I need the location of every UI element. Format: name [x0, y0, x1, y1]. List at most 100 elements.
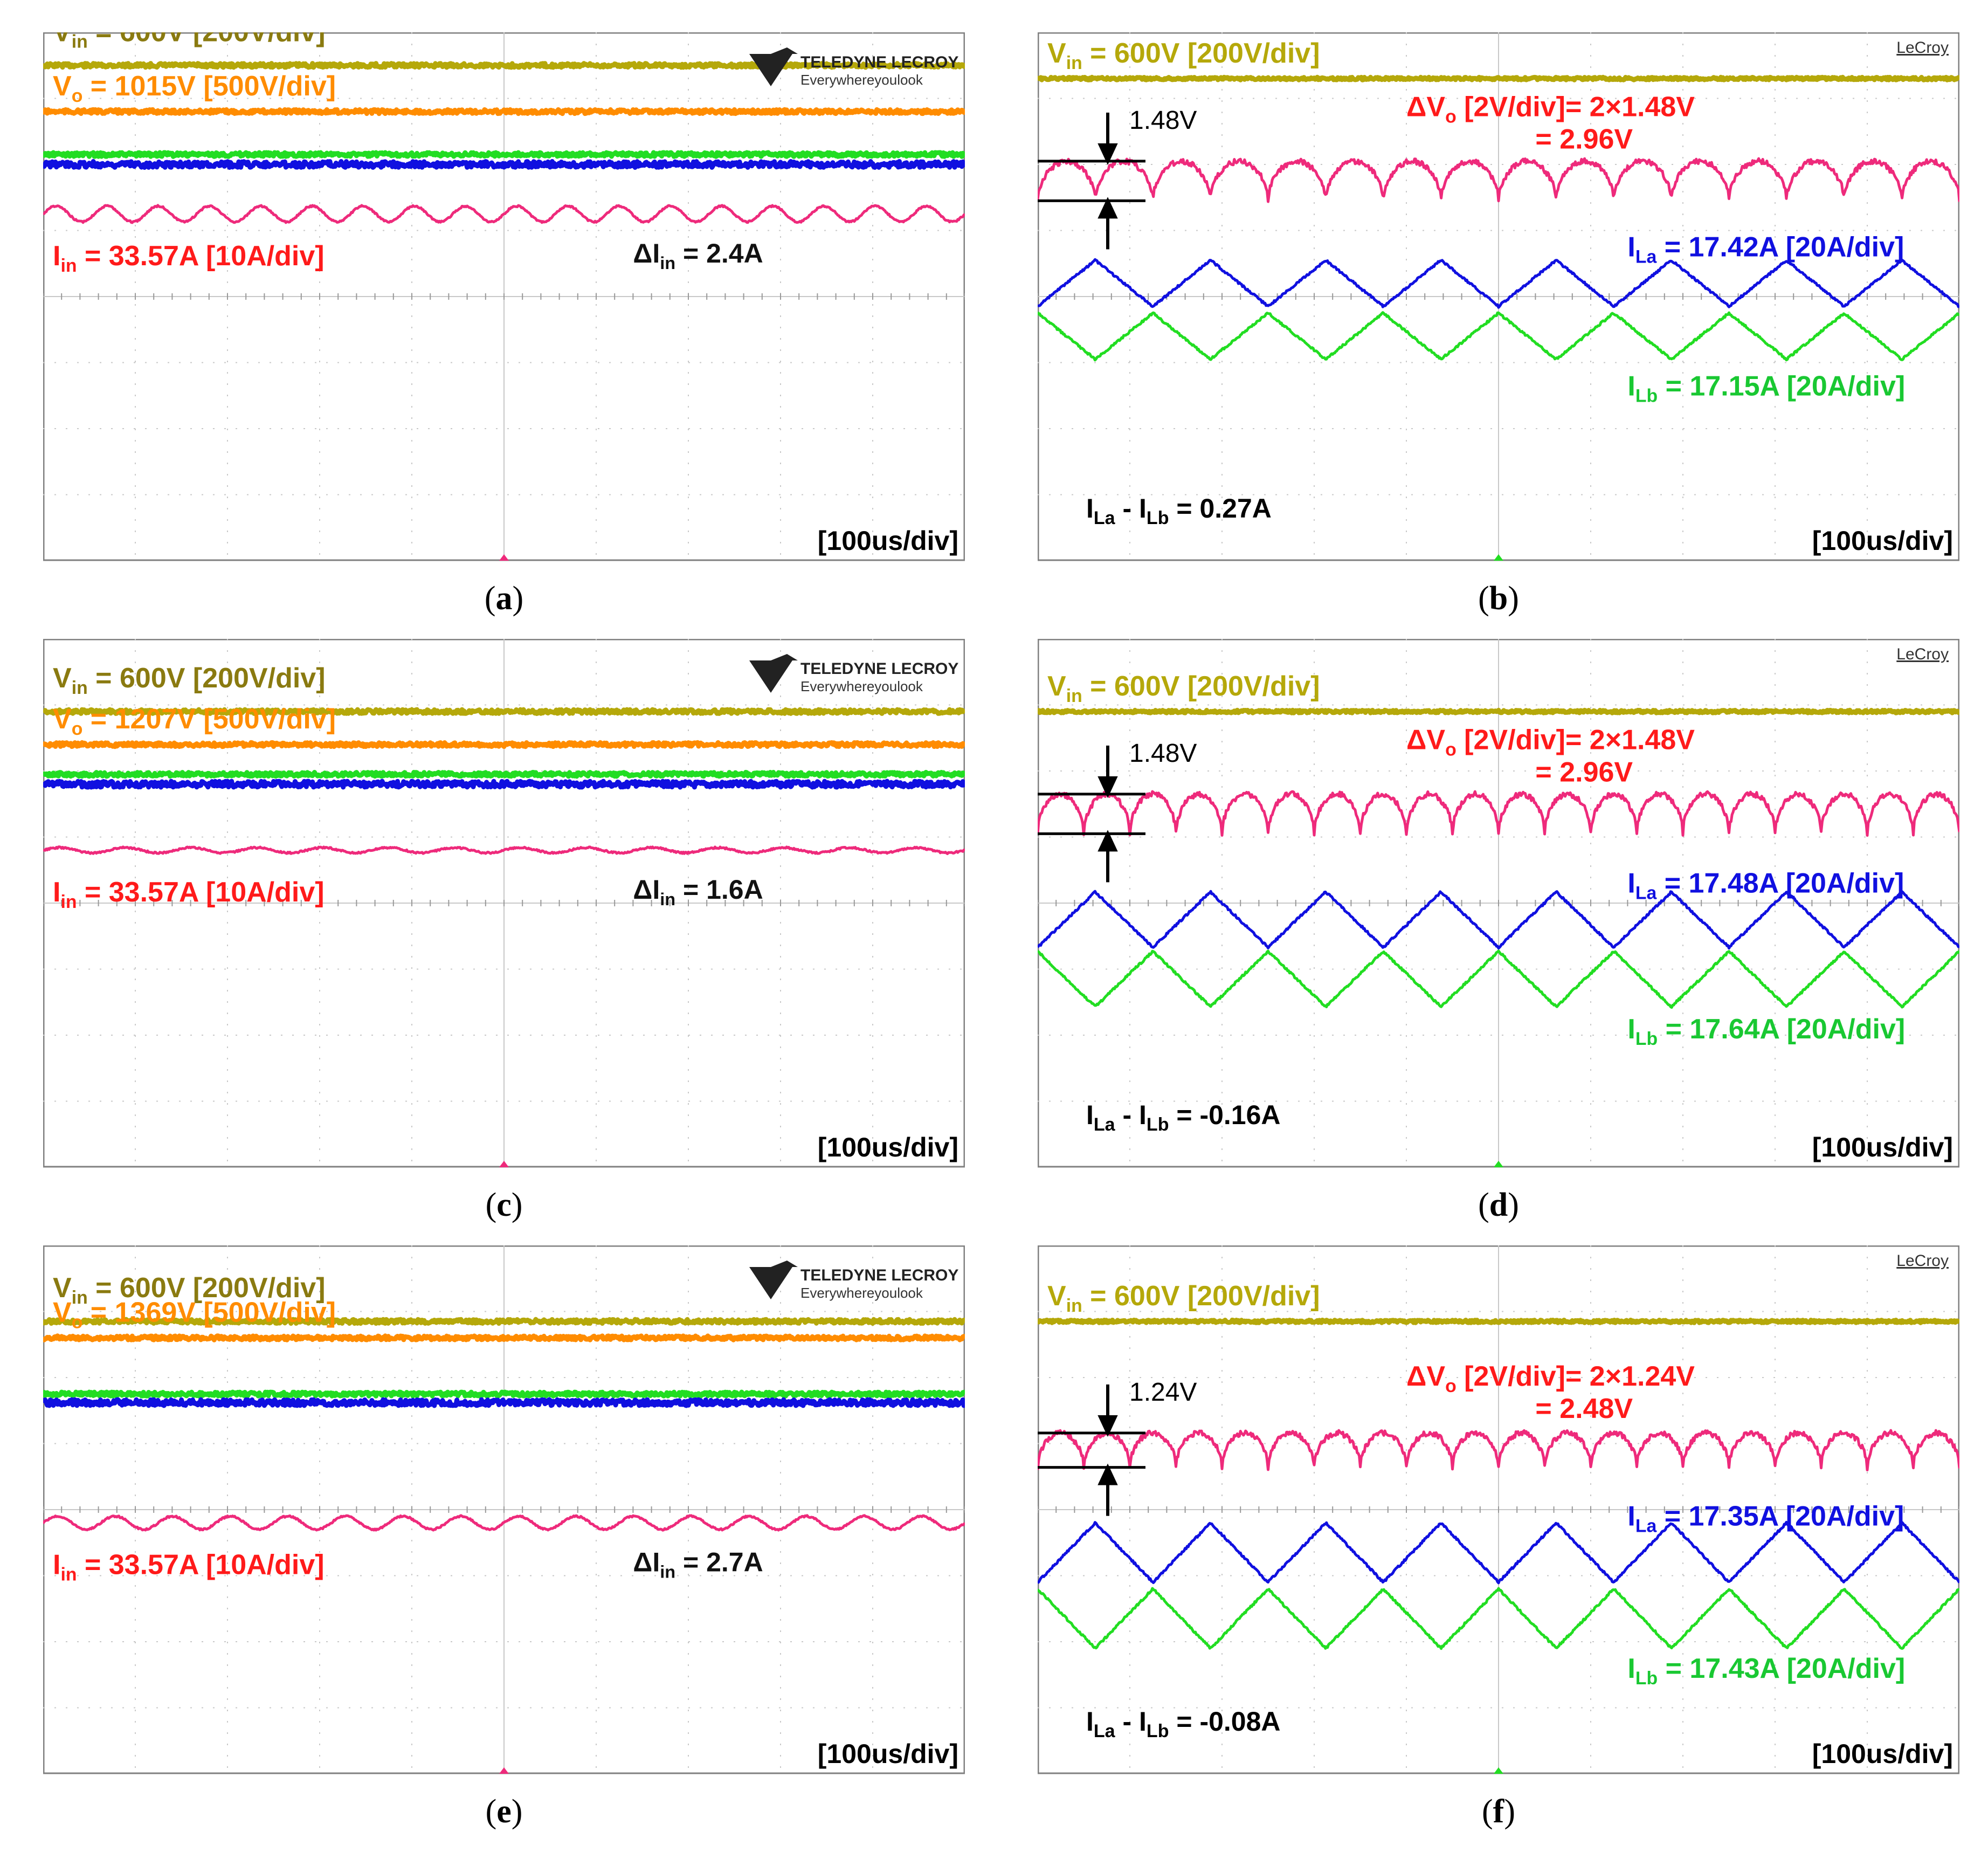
ripple-marker-value: 1.48V [1129, 739, 1197, 768]
arrow-up-icon [1097, 830, 1118, 883]
label-Vin: Vin = 600V [200V/div] [53, 1272, 326, 1308]
caption-letter: b [1489, 580, 1508, 617]
trace-ILb [43, 770, 965, 779]
label-Iin: Iin = 33.57A [10A/div] [53, 877, 325, 912]
label-ILb-main: I [1627, 1653, 1635, 1684]
trace-delta-Vo [1038, 790, 1959, 837]
teledyne-logo-mark-icon [749, 47, 798, 86]
diff-sb: Lb [1147, 1721, 1169, 1741]
lecroy-brand: LeCroy [1896, 39, 1949, 57]
label-Iin-value: = 33.57A [10A/div] [77, 240, 325, 272]
label-ILb-main: I [1627, 371, 1635, 402]
label-Vin: Vin = 600V [200V/div] [53, 663, 326, 698]
label-ILb-value: = 17.43A [20A/div] [1658, 1653, 1905, 1684]
ripple-marker: 1.48V [1038, 106, 1197, 250]
label-ILa-value: = 17.42A [20A/div] [1656, 232, 1904, 263]
lecroy-brand: LeCroy [1896, 1252, 1949, 1270]
label-Vin-main: V [53, 32, 72, 47]
trace-Iin [43, 1514, 965, 1532]
caption-open: ( [486, 1793, 497, 1830]
scope-panel-b: LeCroy Vin = 600V [200V/div] ΔVo [2V/div]=… [1038, 32, 1959, 625]
trace-Vin [43, 1317, 965, 1326]
label-delta-iin-main: ΔI [633, 238, 660, 268]
label-ILb-sub: Lb [1635, 386, 1658, 407]
diff-sa: La [1094, 508, 1116, 528]
label-ILa-value: = 17.48A [20A/div] [1656, 868, 1904, 899]
trigger-marker-icon [499, 1161, 509, 1167]
label-ILb-main: I [1627, 1014, 1635, 1045]
teledyne-tagline: Everywhereyoulook [800, 1285, 923, 1301]
label-delta-iin-value: = 2.4A [675, 238, 763, 268]
caption-open: ( [485, 580, 496, 617]
ripple-marker: 1.48V [1038, 739, 1197, 883]
label-current-difference: ILa - ILb = -0.08A [1086, 1706, 1281, 1741]
caption-close: ) [512, 1187, 523, 1223]
scope-panel-d: LeCroy Vin = 600V [200V/div] ΔVo [2V/div]=… [1038, 639, 1959, 1232]
label-Vin: Vin = 600V [200V/div] [53, 32, 326, 52]
label-ILa: ILa = 17.35A [20A/div] [1627, 1501, 1904, 1537]
ripple-marker-value: 1.48V [1129, 106, 1197, 135]
diff-value: = -0.08A [1169, 1706, 1280, 1737]
label-delta-vo-value: [2V/div]= 2×1.24V [1457, 1361, 1695, 1392]
trace-ILb [43, 1389, 965, 1399]
panel-caption: (e) [486, 1793, 523, 1830]
label-Iin-sub: in [60, 892, 77, 912]
diff-mid: - I [1115, 1706, 1147, 1737]
trace-ILa [1038, 1520, 1959, 1585]
label-Iin-main: I [53, 877, 60, 908]
grid [1038, 1245, 1959, 1774]
label-delta-vo-sub: o [1445, 740, 1457, 760]
label-delta-vo-value: [2V/div]= 2×1.48V [1457, 92, 1695, 123]
caption-open: ( [1482, 1793, 1493, 1830]
label-Iin-value: = 33.57A [10A/div] [77, 877, 325, 908]
caption-letter: a [496, 580, 513, 617]
label-ILa-sub: La [1635, 247, 1658, 267]
label-Iin-sub: in [60, 1565, 77, 1585]
label-Vo-main: V [53, 704, 72, 735]
label-delta-iin-sub: in [660, 253, 675, 273]
caption-close: ) [512, 1793, 523, 1830]
panel-caption: (b) [1478, 580, 1519, 617]
label-ILb: ILb = 17.15A [20A/div] [1627, 371, 1905, 407]
panel-caption: (f) [1482, 1793, 1515, 1830]
trigger-marker-icon [1494, 554, 1503, 561]
label-delta-vo-value: [2V/div]= 2×1.48V [1457, 725, 1695, 756]
label-delta-iin: ΔIin = 2.7A [633, 1547, 763, 1582]
label-Vin: Vin = 600V [200V/div] [1047, 38, 1320, 73]
label-delta-iin-value: = 2.7A [675, 1547, 763, 1578]
label-delta-vo: ΔVo [2V/div]= 2×1.48V [1406, 725, 1695, 760]
label-delta-iin-main: ΔI [633, 875, 660, 905]
label-Vin-value: = 600V [200V/div] [88, 32, 326, 47]
grid [43, 639, 965, 1167]
label-delta-vo-sub: o [1445, 107, 1457, 127]
arrow-up-icon [1097, 1463, 1118, 1516]
label-Vin-value: = 600V [200V/div] [88, 663, 326, 694]
diff-a: I [1086, 1706, 1094, 1737]
panel-caption: (c) [486, 1187, 523, 1223]
label-ILb-value: = 17.64A [20A/div] [1658, 1014, 1905, 1045]
label-delta-iin-main: ΔI [633, 1547, 660, 1578]
arrow-down-icon [1097, 745, 1118, 798]
label-Vo: Vo = 1369V [500V/div] [53, 1297, 336, 1333]
label-Vin-sub: in [1066, 53, 1082, 73]
caption-close: ) [1508, 580, 1519, 617]
lecroy-brand: LeCroy [1896, 645, 1949, 663]
diff-mid: - I [1115, 493, 1147, 524]
scope-panel-c: TELEDYNE LECROY Everywhereyoulook Vin = 60… [43, 639, 965, 1232]
label-Vin-value: = 600V [200V/div] [88, 1272, 326, 1304]
label-delta-vo-sub: o [1445, 1376, 1457, 1396]
trace-Vin [43, 61, 965, 70]
label-current-difference: ILa - ILb = -0.16A [1086, 1100, 1281, 1135]
label-Vin: Vin = 600V [200V/div] [1047, 671, 1320, 706]
trace-ILa [1038, 258, 1959, 309]
caption-open: ( [1478, 580, 1489, 617]
ripple-marker: 1.24V [1038, 1378, 1197, 1516]
label-Iin-main: I [53, 240, 60, 272]
label-delta-iin-value: = 1.6A [675, 875, 763, 905]
label-Vin-value: = 600V [200V/div] [1082, 671, 1320, 702]
caption-letter: f [1493, 1793, 1505, 1830]
label-delta-vo-result: = 2.96V [1535, 757, 1633, 788]
ripple-marker-value: 1.24V [1129, 1378, 1197, 1407]
